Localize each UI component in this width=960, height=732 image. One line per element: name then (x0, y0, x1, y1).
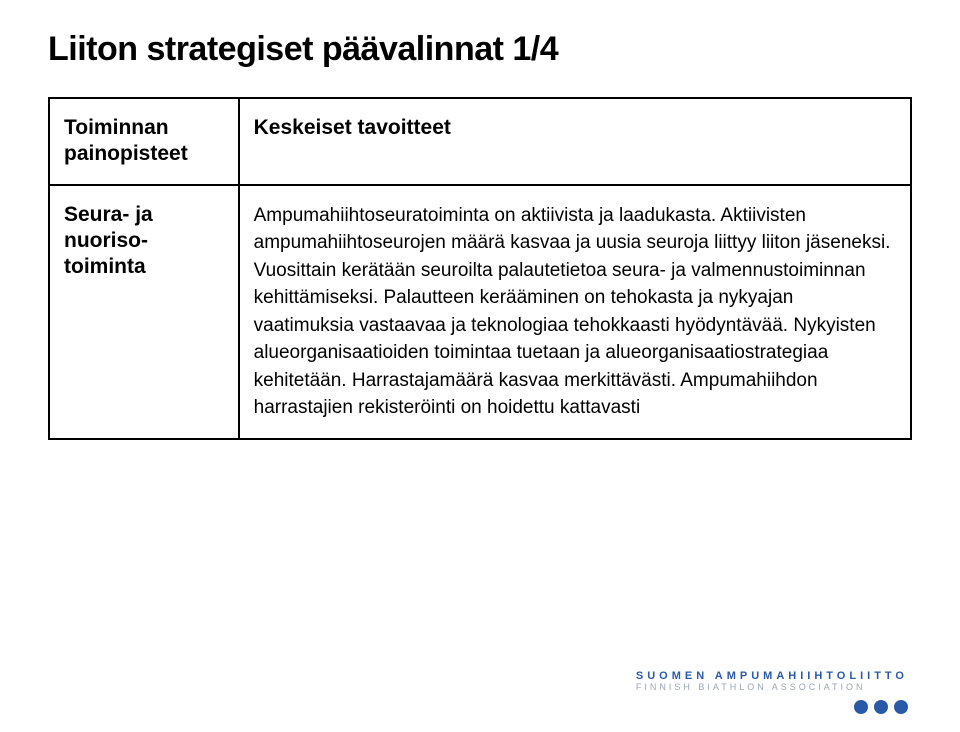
table-row: Seura- ja nuoriso- toiminta Ampumahiihto… (49, 185, 911, 439)
row1-left-line2: nuoriso- (64, 229, 148, 252)
dot-icon (894, 700, 908, 714)
table-header-row: Toiminnan painopisteet Keskeiset tavoitt… (49, 98, 911, 185)
slide-title: Liiton strategiset päävalinnat 1/4 (48, 30, 912, 69)
dot-icon (854, 700, 868, 714)
row1-left-line3: toiminta (64, 255, 146, 278)
logo-line2: FINNISH BIATHLON ASSOCIATION (636, 683, 866, 692)
content-table: Toiminnan painopisteet Keskeiset tavoitt… (48, 97, 912, 440)
header-left: Toiminnan painopisteet (49, 98, 239, 185)
row1-right: Ampumahiihtoseuratoiminta on aktiivista … (239, 185, 911, 439)
logo-dots (854, 700, 908, 714)
logo-line1: SUOMEN AMPUMAHIIHTOLIITTO (636, 671, 908, 682)
header-right: Keskeiset tavoitteet (239, 98, 911, 185)
footer-logo: SUOMEN AMPUMAHIIHTOLIITTO FINNISH BIATHL… (636, 671, 908, 714)
row1-left-line1: Seura- ja (64, 203, 153, 226)
row1-left: Seura- ja nuoriso- toiminta (49, 185, 239, 439)
slide: Liiton strategiset päävalinnat 1/4 Toimi… (0, 0, 960, 732)
logo-text: SUOMEN AMPUMAHIIHTOLIITTO FINNISH BIATHL… (636, 671, 908, 692)
dot-icon (874, 700, 888, 714)
